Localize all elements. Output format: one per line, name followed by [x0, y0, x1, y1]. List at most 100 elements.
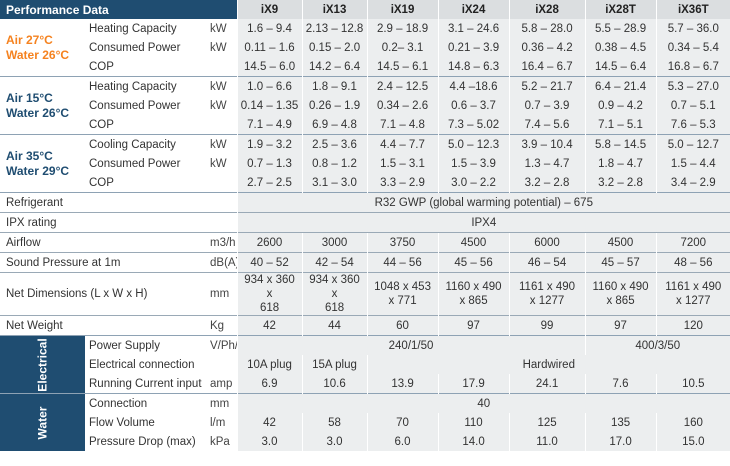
cell: 110	[437, 413, 510, 432]
cell: 0.6 – 3.7	[437, 96, 510, 115]
cell: 14.5 – 6.0	[236, 57, 303, 77]
model-header: iX28T	[584, 0, 657, 19]
table-row: Airflow m3/h 2600 3000 3750 4500 6000 45…	[0, 232, 730, 253]
header-row: Performance Data iX9 iX13 iX19 iX24 iX28…	[0, 0, 730, 19]
model-header: iX36T	[655, 0, 730, 19]
cell: 3.1 – 3.0	[301, 173, 368, 193]
row-label: COP	[89, 60, 114, 73]
cell: 1048 x 453 x 771	[366, 272, 439, 316]
cell: 3.9 – 10.4	[508, 134, 586, 154]
cell: 0.21 – 3.9	[437, 38, 510, 57]
row-label: Airflow	[0, 232, 207, 253]
cell: 40 – 52	[236, 252, 303, 273]
row-unit: m3/h	[207, 232, 238, 253]
water-section-label: Water	[0, 393, 85, 451]
dim-line-1: 1161 x 490	[519, 281, 576, 293]
cell: 0.36 – 4.2	[508, 38, 586, 57]
cell: 0.7 – 1.3	[236, 154, 303, 173]
cell: 5.0 – 12.7	[655, 134, 730, 154]
row-unit: mm	[207, 272, 238, 316]
table-row: COP 2.7 – 2.5 3.1 – 3.0 3.3 – 2.9 3.0 – …	[0, 173, 730, 193]
row-unit: V/Ph/Hz	[207, 335, 238, 355]
table-row: Air 15°C Water 26°C Heating Capacity kW 1…	[0, 76, 730, 135]
cell: 2.4 – 12.5	[366, 76, 439, 96]
table-row: Running Current input amp 6.9 10.6 13.9 …	[0, 374, 730, 394]
cell: 5.7 – 36.0	[655, 19, 730, 38]
power-supply-three: 400/3/50	[584, 335, 730, 355]
cell: 7.1 – 4.8	[366, 115, 439, 135]
section-label-text: Water	[35, 406, 50, 439]
cell: 3000	[301, 232, 368, 253]
cell: 10A plug	[236, 355, 303, 374]
table-title: Performance Data	[0, 0, 238, 19]
cell: 5.0 – 12.3	[437, 134, 510, 154]
row-label: COP	[89, 118, 114, 131]
cell: 42	[236, 413, 303, 432]
table-row: Consumed Power kW 0.11 – 1.6 0.15 – 2.0 …	[0, 38, 730, 57]
cell: 3.0	[301, 432, 368, 451]
cell: 7.1 – 5.1	[584, 115, 657, 135]
cell: 7200	[655, 232, 730, 253]
cell: 14.5 – 6.4	[584, 57, 657, 77]
cell: 2.7 – 2.5	[236, 173, 303, 193]
cell: 24.1	[508, 374, 586, 394]
cell: 45 – 56	[437, 252, 510, 273]
cell: 4500	[437, 232, 510, 253]
row-unit: kW	[207, 134, 238, 154]
cell: 14.2 – 6.4	[301, 57, 368, 77]
table-row: COP 14.5 – 6.0 14.2 – 6.4 14.5 – 6.1 14.…	[0, 57, 730, 77]
model-header: iX9	[236, 0, 303, 19]
cell: 0.26 – 1.9	[301, 96, 368, 115]
dim-line-1: 934 x 360 x	[309, 274, 360, 300]
dim-line-2: x 865	[606, 295, 635, 307]
cell: 99	[508, 315, 586, 336]
row-label: Flow Volume	[89, 416, 155, 429]
cell: 17.9	[437, 374, 510, 394]
cell: 5.8 – 14.5	[584, 134, 657, 154]
table-row: Electrical Power Supply V/Ph/Hz 240/1/50…	[0, 335, 730, 394]
condition-water: Water 26°C	[6, 105, 70, 120]
cell: 1161 x 490 x 1277	[655, 272, 730, 316]
cell: 0.7 – 3.9	[508, 96, 586, 115]
cell: 6.9	[236, 374, 303, 394]
cell: 7.1 – 4.9	[236, 115, 303, 135]
cell: 1.8 – 9.1	[301, 76, 368, 96]
row-label: Cooling Capacity	[85, 134, 207, 154]
row-label: Power Supply	[85, 335, 207, 355]
cell: 1.5 – 3.1	[366, 154, 439, 173]
cell: 14.5 – 6.1	[366, 57, 439, 77]
table-row: Water Connection mm 40	[0, 393, 730, 451]
cell: 2600	[236, 232, 303, 253]
cell: 46 – 54	[508, 252, 586, 273]
dim-line-1: 1160 x 490	[445, 281, 502, 293]
cell: 1160 x 490 x 865	[584, 272, 657, 316]
cell: 160	[655, 413, 730, 432]
model-header: iX13	[301, 0, 368, 19]
refrigerant-value: R32 GWP (global warming potential) – 675	[236, 192, 730, 213]
power-supply-single: 240/1/50	[236, 335, 586, 355]
cell: 1161 x 490 x 1277	[508, 272, 586, 316]
cell: 44	[301, 315, 368, 336]
dim-line-2: x 1277	[676, 295, 711, 307]
row-label: Consumed Power	[89, 157, 181, 170]
cell: 44 – 56	[366, 252, 439, 273]
condition-label: Air 35°C Water 29°C	[0, 134, 85, 193]
ipx-value: IPX4	[236, 212, 730, 233]
condition-water: Water 26°C	[6, 47, 70, 62]
cell: 42 – 54	[301, 252, 368, 273]
cell: 58	[301, 413, 368, 432]
cell: 5.8 – 28.0	[508, 19, 586, 38]
cell: 16.8 – 6.7	[655, 57, 730, 77]
cell: 3.1 – 24.6	[437, 19, 510, 38]
row-label: Refrigerant	[0, 192, 238, 213]
cell: 10.6	[301, 374, 368, 394]
dim-line-1: 934 x 360 x	[244, 274, 295, 300]
connection-value: 40	[236, 393, 730, 413]
condition-air: Air 15°C	[6, 90, 53, 105]
row-unit: mm	[207, 393, 238, 413]
cell: 2.5 – 3.6	[301, 134, 368, 154]
dim-line-2: x 865	[459, 295, 488, 307]
cell: 0.11 – 1.6	[236, 38, 303, 57]
cell: 120	[655, 315, 730, 336]
cell: Hardwired	[366, 355, 730, 374]
